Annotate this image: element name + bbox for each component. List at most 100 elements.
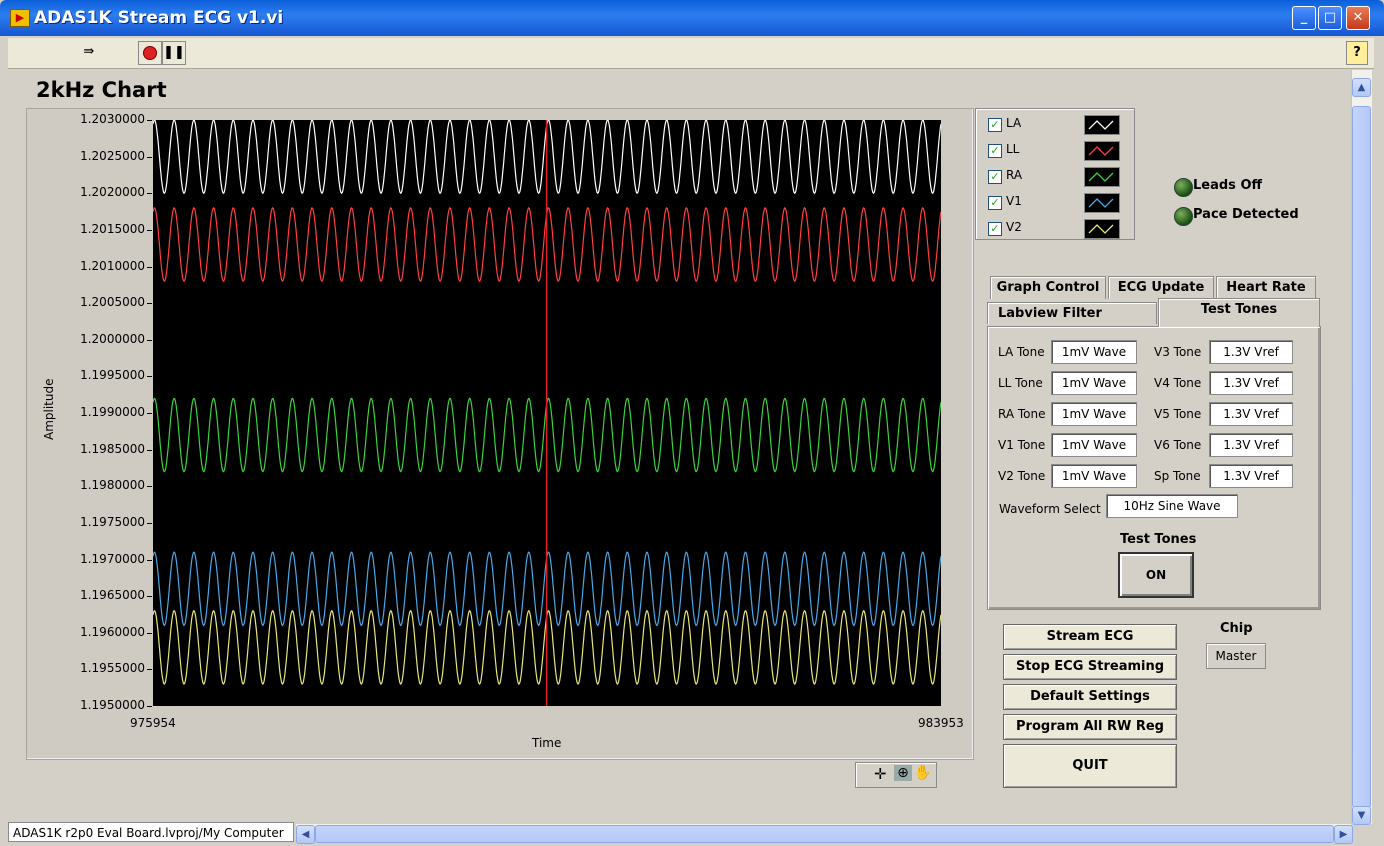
pause-button[interactable]: ❚❚ [162,41,186,65]
close-button[interactable]: ✕ [1346,6,1370,30]
tone-select-v6[interactable]: 1.3V Vref [1209,433,1293,457]
y-tick-mark [147,266,152,268]
tone-label: V5 Tone [1154,407,1202,421]
vertical-scroll-thumb[interactable] [1352,106,1371,808]
tab-heart-rate[interactable]: Heart Rate [1216,276,1316,299]
chip-label: Chip [1220,621,1253,636]
legend-checkbox[interactable]: ✓ [988,196,1002,210]
tone-label: V4 Tone [1154,376,1202,390]
tone-label: V3 Tone [1154,345,1202,359]
tone-select-v2[interactable]: 1mV Wave [1051,464,1137,488]
legend-item-ll: ✓ LL [988,141,1128,161]
x-axis-max-label: 983953 [918,716,964,730]
quit-button[interactable]: QUIT [1003,744,1177,788]
run-arrow-icon[interactable]: ⇛ [83,44,95,59]
tone-select-sp[interactable]: 1.3V Vref [1209,464,1293,488]
y-tick-label: 1.1950000 [80,698,145,712]
y-tick-mark [147,193,152,195]
y-tick-mark [147,449,152,451]
graph-palette: ✛ ⊕ ✋ [855,762,937,788]
legend-item-la: ✓ LA [988,115,1128,135]
x-axis-label: Time [532,736,562,750]
legend-checkbox[interactable]: ✓ [988,144,1002,158]
leads-off-led [1174,178,1193,197]
chip-master-selector[interactable]: Master [1206,643,1266,669]
scroll-up-icon[interactable]: ▲ [1352,78,1371,97]
pace-detected-led [1174,207,1193,226]
y-tick-label: 1.1995000 [80,368,145,383]
tone-select-v1[interactable]: 1mV Wave [1051,433,1137,457]
horizontal-scroll-thumb[interactable] [315,825,1334,843]
x-axis-min-label: 975954 [130,716,176,730]
chart-title: 2kHz Chart [36,78,167,102]
legend-checkbox[interactable]: ✓ [988,222,1002,236]
legend-label: V2 [1006,220,1022,234]
legend-label: LL [1006,142,1020,156]
cursor-crosshair-icon[interactable]: ✛ [874,765,887,783]
help-button[interactable]: ? [1346,41,1368,65]
y-tick-label: 1.2020000 [80,185,145,200]
stop-icon [143,45,157,60]
tone-label: Sp Tone [1154,469,1201,483]
zoom-icon[interactable]: ⊕ [894,765,912,781]
tab-test-tones[interactable]: Test Tones [1158,298,1320,327]
stream-ecg-button[interactable]: Stream ECG [1003,624,1177,650]
y-tick-mark [147,596,152,598]
scroll-down-icon[interactable]: ▼ [1352,806,1371,825]
pace-detected-label: Pace Detected [1193,207,1299,222]
legend-item-v2: ✓ V2 [988,219,1128,239]
tone-select-la[interactable]: 1mV Wave [1051,340,1137,364]
y-tick-mark [147,339,152,341]
scroll-right-icon[interactable]: ▶ [1334,825,1353,844]
tone-label: LA Tone [998,345,1045,359]
minimize-button[interactable]: _ [1292,6,1316,30]
plot-legend: ✓ LA ✓ LL ✓ RA ✓ V1 ✓ V2 [975,108,1135,240]
y-tick-label: 1.1980000 [80,478,145,493]
legend-swatch-icon[interactable] [1084,193,1120,213]
tone-select-v3[interactable]: 1.3V Vref [1209,340,1293,364]
legend-label: LA [1006,116,1022,130]
y-tick-mark [147,120,152,121]
legend-item-ra: ✓ RA [988,167,1128,187]
tab-graph-control[interactable]: Graph Control [990,276,1106,299]
y-tick-mark [147,559,152,561]
legend-checkbox[interactable]: ✓ [988,170,1002,184]
tab-labview-filter[interactable]: Labview Filter [987,302,1157,324]
tone-label: V1 Tone [998,438,1046,452]
tone-label: RA Tone [998,407,1046,421]
y-tick-label: 1.1985000 [80,441,145,456]
tone-select-ra[interactable]: 1mV Wave [1051,402,1137,426]
y-tick-mark [147,303,152,305]
abort-button[interactable] [138,41,162,65]
pan-hand-icon[interactable]: ✋ [914,765,932,781]
tone-select-v5[interactable]: 1.3V Vref [1209,402,1293,426]
legend-swatch-icon[interactable] [1084,141,1120,161]
tab-ecg-update[interactable]: ECG Update [1108,276,1214,299]
y-tick-label: 1.2015000 [80,221,145,236]
tone-label: LL Tone [998,376,1043,390]
y-tick-label: 1.2030000 [80,112,145,126]
legend-swatch-icon[interactable] [1084,115,1120,135]
stop-ecg-streaming-button[interactable]: Stop ECG Streaming [1003,654,1177,680]
legend-swatch-icon[interactable] [1084,167,1120,187]
labview-app-icon: ▶ [10,9,30,27]
plot-area[interactable] [153,120,941,706]
y-tick-mark [147,229,152,231]
y-tick-mark [147,522,152,524]
y-tick-mark [147,413,152,414]
y-tick-label: 1.2010000 [80,258,145,273]
test-tones-toggle[interactable]: ON [1118,552,1194,598]
waveform-select-dropdown[interactable]: 10Hz Sine Wave [1106,494,1238,518]
tone-select-ll[interactable]: 1mV Wave [1051,371,1137,395]
legend-checkbox[interactable]: ✓ [988,118,1002,132]
y-tick-mark [147,376,152,378]
maximize-button[interactable]: □ [1318,6,1342,30]
scroll-left-icon[interactable]: ◀ [296,825,315,844]
tone-select-v4[interactable]: 1.3V Vref [1209,371,1293,395]
program-all-rw-reg-button[interactable]: Program All RW Reg [1003,714,1177,740]
legend-swatch-icon[interactable] [1084,219,1120,239]
y-tick-mark [147,706,152,707]
leads-off-label: Leads Off [1193,178,1263,193]
y-tick-mark [147,156,152,158]
default-settings-button[interactable]: Default Settings [1003,684,1177,710]
